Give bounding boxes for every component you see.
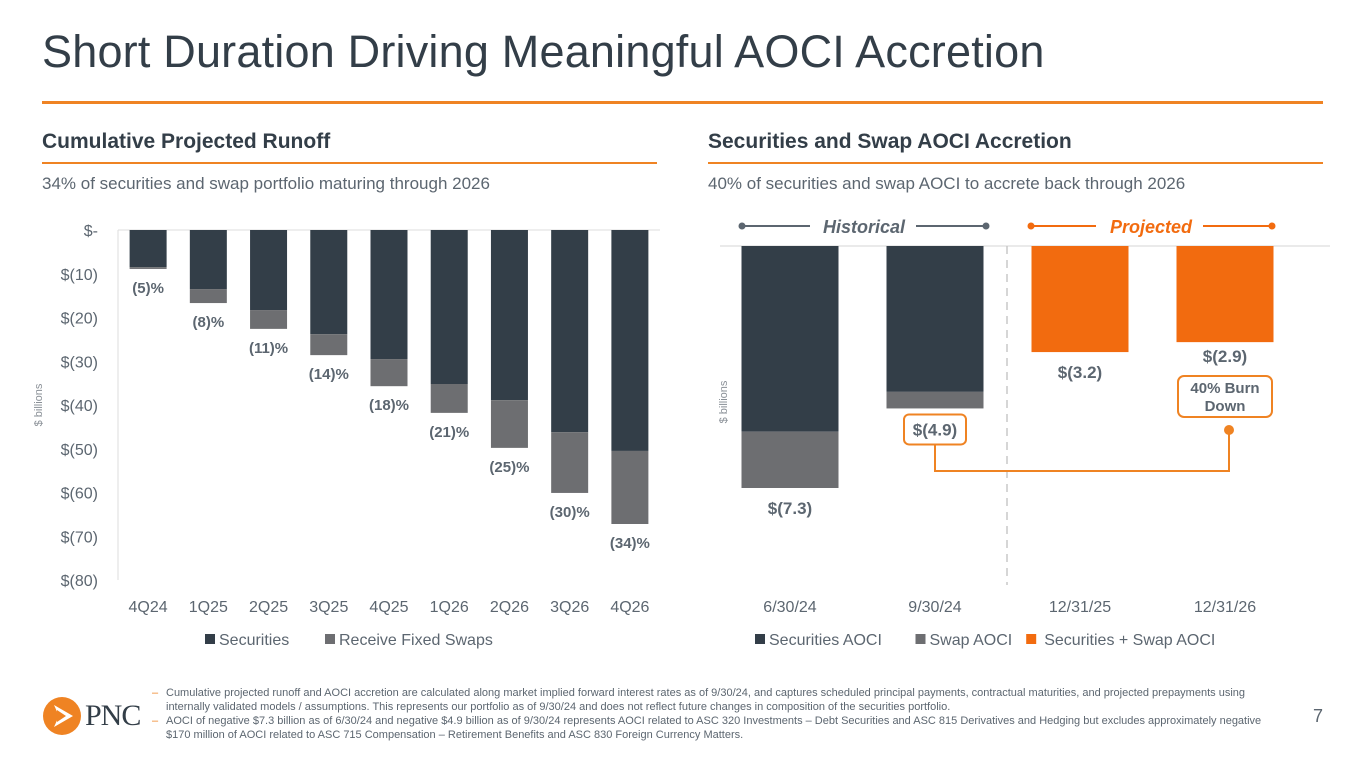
legend-swatch (1026, 634, 1037, 644)
data-label: (21)% (429, 424, 469, 441)
right-section-title: Securities and Swap AOCI Accretion (708, 130, 1072, 153)
bar-securities-swap-aoci (1031, 246, 1129, 353)
x-tick-label: 1Q26 (430, 599, 469, 616)
data-label: (8)% (192, 314, 224, 331)
x-tick-label: 4Q24 (129, 599, 168, 616)
x-tick-label: 3Q26 (550, 599, 589, 616)
bar-receive-fixed-swaps (490, 400, 528, 448)
legend-swatch (325, 634, 335, 644)
y-tick-label: $(40) (61, 398, 98, 415)
bar-securities (310, 230, 348, 335)
runoff-chart: $- $(10) $(20) $(30) $(40) $(50) $(60) $(70) $(8… (33, 223, 660, 649)
bar-securities (370, 230, 408, 360)
bar-receive-fixed-swaps (189, 289, 227, 304)
left-section-divider (42, 162, 657, 164)
legend-label: Securities (219, 632, 289, 649)
y-tick-label: $(50) (61, 442, 98, 459)
y-tick-label: $(30) (61, 354, 98, 371)
bar-swap-aoci (741, 431, 839, 488)
y-axis-label: $ billions (33, 383, 45, 426)
data-label: $(3.2) (1058, 363, 1102, 382)
connector-dot (1224, 425, 1234, 435)
y-tick-label: $(20) (61, 311, 98, 328)
right-section-divider (708, 162, 1323, 164)
historical-dot (982, 222, 990, 230)
bar-receive-fixed-swaps (310, 334, 348, 356)
footnote-item: Cumulative projected runoff and AOCI acc… (152, 686, 1272, 714)
x-tick-label: 9/30/24 (908, 599, 961, 616)
x-tick-label: 1Q25 (189, 599, 228, 616)
bar-swap-aoci (886, 391, 984, 409)
bar-securities-aoci (741, 246, 839, 432)
data-label: (11)% (249, 340, 288, 357)
x-tick-label: 3Q25 (309, 599, 348, 616)
aoci-chart: $ billions Historical Projected 6/30/24 9/30… (718, 217, 1330, 649)
data-label: $(4.9) (913, 420, 957, 439)
data-label: (25)% (489, 459, 529, 476)
legend-swatch (915, 634, 926, 644)
bar-receive-fixed-swaps (129, 267, 167, 269)
y-tick-label: $(10) (61, 267, 98, 284)
burn-down-box (1177, 375, 1273, 418)
right-section-subtitle: 40% of securities and swap AOCI to accre… (708, 174, 1186, 193)
bar-securities-aoci (886, 246, 984, 392)
bar-securities-swap-aoci (1176, 246, 1274, 343)
bar-receive-fixed-swaps (430, 384, 468, 413)
bar-receive-fixed-swaps (250, 310, 288, 329)
historical-dot (738, 222, 746, 230)
bar-securities (250, 230, 288, 311)
left-section-subtitle: 34% of securities and swap portfolio mat… (42, 174, 490, 193)
pnc-logo: PNC (42, 696, 141, 736)
projected-label: Projected (1110, 217, 1193, 237)
bar-securities (129, 230, 167, 268)
footnotes: Cumulative projected runoff and AOCI acc… (152, 686, 1272, 742)
left-section-title: Cumulative Projected Runoff (42, 130, 331, 153)
bar-securities (189, 230, 227, 290)
y-tick-label: $(70) (61, 529, 98, 546)
x-tick-label: 2Q26 (490, 599, 529, 616)
x-tick-label: 4Q26 (610, 599, 649, 616)
burn-down-label: 40% Burn (1190, 380, 1259, 397)
legend-label: Swap AOCI (930, 632, 1013, 649)
bar-securities (551, 230, 589, 433)
data-label: (5)% (132, 280, 164, 297)
y-axis-label: $ billions (718, 380, 730, 423)
y-tick-label: $(60) (61, 486, 98, 503)
legend-swatch (205, 634, 215, 644)
legend-label: Securities AOCI (769, 632, 882, 649)
logo-text: PNC (85, 699, 141, 732)
x-tick-label: 4Q25 (369, 599, 408, 616)
x-tick-label: 2Q25 (249, 599, 288, 616)
historical-label: Historical (823, 217, 906, 237)
data-label: (34)% (610, 535, 650, 552)
pnc-triangle-icon (43, 697, 81, 735)
x-tick-label: 6/30/24 (763, 599, 816, 616)
page-title: Short Duration Driving Meaningful AOCI A… (42, 26, 1045, 77)
title-divider (42, 101, 1323, 104)
burn-down-label: Down (1205, 398, 1246, 415)
connector-line (934, 430, 1230, 472)
data-label: (30)% (550, 504, 590, 521)
legend-swatch (755, 634, 765, 644)
data-label: $(2.9) (1203, 347, 1247, 366)
y-tick-label: $(80) (61, 573, 98, 590)
bar-securities (490, 230, 528, 401)
footnote-item: AOCI of negative $7.3 billion as of 6/30… (152, 714, 1272, 742)
projected-dot (1027, 222, 1035, 230)
bar-receive-fixed-swaps (370, 359, 408, 387)
data-label: (18)% (369, 397, 409, 414)
bar-securities (430, 230, 468, 384)
legend-label: Securities + Swap AOCI (1044, 632, 1215, 649)
bar-receive-fixed-swaps (551, 432, 589, 493)
projected-dot (1268, 222, 1276, 230)
y-tick-label: $- (84, 223, 98, 240)
data-label: $(7.3) (768, 499, 812, 518)
legend-label: Receive Fixed Swaps (339, 632, 493, 649)
x-tick-label: 12/31/25 (1049, 599, 1111, 616)
bar-receive-fixed-swaps (611, 450, 649, 524)
x-tick-label: 12/31/26 (1194, 599, 1256, 616)
bar-securities (611, 230, 649, 451)
page-number: 7 (1313, 706, 1324, 726)
data-label: (14)% (309, 366, 349, 383)
